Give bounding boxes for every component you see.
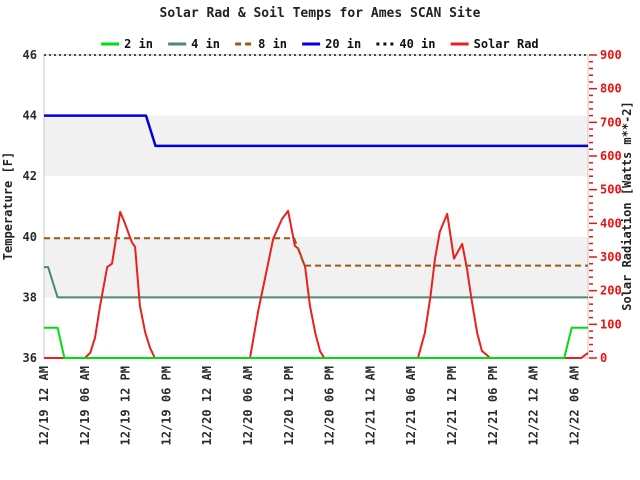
legend-label: 2 in [124,37,153,51]
legend-label: 40 in [399,37,435,51]
legend-item-solar-rad: Solar Rad [450,37,539,51]
plot-band [44,236,588,298]
legend-item-8-in: 8 in [235,37,287,51]
y-right-tick-label: 400 [600,216,622,230]
x-tick-label: 12/20 12 AM [200,366,214,445]
x-tick-label: 12/21 12 AM [363,366,377,445]
y-right-tick-label: 500 [600,183,622,197]
series-8-in-line [44,237,588,267]
y-left-tick-label: 38 [23,290,37,304]
y-right-tick-label: 900 [600,48,622,62]
x-tick-label: 12/20 06 PM [323,366,337,445]
x-tick-label: 12/19 12 PM [119,366,133,445]
y-right-tick-label: 200 [600,284,622,298]
x-tick-label: 12/21 06 PM [486,366,500,445]
series-20-in-line [44,114,588,148]
legend-label: Solar Rad [474,37,539,51]
x-tick-label: 12/19 06 AM [78,366,92,445]
legend-label: 20 in [325,37,361,51]
series-4-in-line [44,266,588,299]
y-right-tick-label: 100 [600,317,622,331]
x-tick-label: 12/21 12 PM [445,366,459,445]
chart-render-root: 36 38 40 42 44 46 0 100 200 300 400 500 600 700 800 900… [23,37,622,445]
plot-frame [43,54,589,359]
x-tick-label: 12/21 06 AM [404,366,418,445]
x-tick-label: 12/20 06 AM [241,366,255,445]
x-tick-label: 12/20 12 PM [282,366,296,445]
x-tick-label: 12/22 06 AM [567,366,581,445]
y-left-tick-label: 42 [23,169,37,183]
x-tick-label: 12/19 12 AM [37,366,51,445]
legend-item-20-in: 20 in [302,37,361,51]
right-axis-title: Solar Radiation [Watts m**-2] [620,101,634,311]
legend-item-4-in: 4 in [168,37,220,51]
legend-item-2-in: 2 in [101,37,153,51]
x-tick-label: 12/19 06 PM [159,366,173,445]
y-right-tick-label: 300 [600,250,622,264]
y-left-tick-label: 40 [23,230,37,244]
y-right-tick-label: 800 [600,82,622,96]
series-solar-rad-line [44,209,589,359]
legend-label: 4 in [191,37,220,51]
y-right-tick-label: 0 [600,351,607,365]
y-right-tick-label: 600 [600,149,622,163]
chart-title: Solar Rad & Soil Temps for Ames SCAN Sit… [160,6,481,21]
y-left-tick-label: 46 [23,48,37,62]
legend-label: 8 in [258,37,287,51]
legend-item-40-in: 40 in [376,37,436,51]
y-left-tick-label: 36 [23,351,37,365]
left-axis-title: Temperature [F] [1,152,15,260]
series-2-in-line [44,326,588,359]
y-left-tick-label: 44 [23,109,37,123]
x-tick-label: 12/22 12 AM [527,366,541,445]
y-right-tick-label: 700 [600,115,622,129]
